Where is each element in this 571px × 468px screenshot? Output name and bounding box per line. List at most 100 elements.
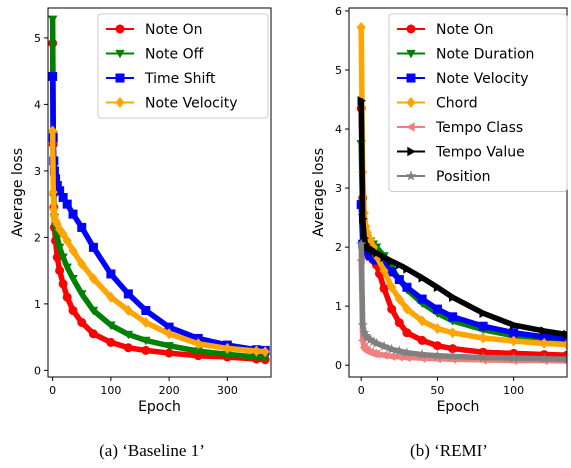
data-point-note-velocity: [68, 245, 78, 257]
x-tick-label: 0: [358, 384, 365, 397]
y-axis-label: Average loss: [311, 148, 327, 237]
y-tick-label: 1: [34, 298, 41, 311]
y-tick-label: 0: [335, 359, 342, 372]
legend-box: [388, 13, 568, 192]
data-point-time-shift: [62, 199, 72, 209]
data-point-chord: [417, 315, 427, 327]
data-point-time-shift: [123, 289, 133, 299]
data-point-note-velocity: [448, 312, 458, 322]
data-point-note-velocity: [62, 235, 72, 247]
subfigure-caption: (a) ‘Baseline 1’: [99, 441, 205, 460]
data-point-note-on: [123, 343, 133, 353]
legend: Note On Note Duration Note Velocity Chord Te…: [388, 13, 568, 192]
data-point-tempo-class: [394, 352, 403, 362]
data-point-note-velocity: [394, 275, 404, 285]
data-point-position: [378, 340, 390, 351]
legend-item-tempo-class: Tempo Class: [397, 120, 523, 136]
data-point-note-velocity: [417, 294, 427, 304]
data-point-position: [538, 353, 550, 364]
data-point-position: [371, 337, 382, 348]
data-point-tempo-value: [418, 273, 427, 283]
data-point-time-shift: [106, 269, 116, 279]
x-tick-label: 100: [503, 384, 524, 397]
data-point-tempo-value: [395, 260, 405, 270]
legend-item-note-velocity: Note Velocity: [397, 71, 529, 87]
data-point-tempo-class: [379, 350, 388, 360]
data-point-position: [561, 353, 567, 364]
data-point-chord: [448, 327, 458, 339]
series-note-velocity: [356, 200, 567, 344]
y-tick-label: 1: [335, 300, 342, 313]
data-point-note-on: [77, 317, 87, 327]
x-tick-label: 300: [217, 384, 238, 397]
data-point-tempo-class: [371, 349, 381, 359]
legend-item-note-duration: Note Duration: [397, 47, 534, 63]
legend-marker-note-off: [115, 49, 125, 59]
data-point-tempo-value: [563, 329, 567, 340]
data-point-note-on: [417, 335, 427, 345]
data-point-tempo-value: [372, 248, 382, 258]
data-point-note-on: [106, 337, 116, 347]
data-point-note-on: [62, 292, 72, 302]
data-point-chord: [539, 337, 549, 349]
data-point-position: [401, 347, 413, 358]
legend-label-note-on: Note On: [145, 22, 202, 38]
legend-marker-note-on: [115, 24, 125, 34]
data-point-tempo-value: [449, 292, 458, 303]
data-point-time-shift: [68, 209, 78, 219]
y-tick-label: 5: [34, 32, 41, 45]
data-point-note-off: [106, 321, 116, 330]
data-point-note-off: [48, 15, 58, 25]
legend-label-chord: Chord: [436, 96, 478, 112]
data-point-chord: [394, 293, 404, 305]
legend-marker-tempo-value: [407, 146, 416, 157]
data-point-position: [394, 345, 405, 356]
legend-label-note-off: Note Off: [145, 47, 204, 63]
data-point-note-velocity: [48, 125, 58, 137]
data-point-note-velocity: [251, 345, 262, 357]
data-point-tempo-class: [386, 351, 396, 362]
legend-label-tempo-value: Tempo Value: [435, 145, 525, 161]
data-point-position: [477, 352, 489, 362]
data-point-note-velocity: [48, 186, 58, 198]
y-tick-label: 0: [34, 364, 41, 377]
data-point-note-velocity: [106, 291, 116, 303]
data-point-time-shift: [88, 242, 98, 252]
y-tick-label: 4: [335, 123, 342, 136]
series-position: [355, 238, 567, 364]
data-point-chord: [509, 335, 519, 347]
legend-item-note-on: Note On: [397, 22, 493, 38]
chart-panel-baseline-1: 0 100 200 300 0 1 2 3 4 5 Epoch Average loss Note On…: [10, 7, 272, 460]
legend-item-note-velocity: Note Velocity: [106, 96, 238, 112]
data-point-note-velocity: [77, 258, 87, 270]
data-point-chord: [379, 265, 389, 277]
data-point-position: [355, 238, 367, 249]
data-point-note-on: [55, 266, 65, 276]
data-point-tempo-value: [357, 95, 367, 106]
data-point-note-on: [141, 345, 151, 355]
series-note-velocity: [48, 125, 270, 358]
legend-label-note-velocity: Note Velocity: [436, 71, 529, 87]
x-tick-label: 50: [430, 384, 444, 397]
data-point-note-off: [141, 336, 151, 346]
data-point-note-on: [379, 283, 389, 293]
legend-label-note-on: Note On: [436, 22, 493, 38]
data-point-note-on: [58, 279, 68, 289]
data-point-note-velocity: [402, 282, 412, 292]
data-point-time-shift: [77, 222, 87, 232]
data-point-chord: [432, 323, 443, 335]
data-point-tempo-value: [433, 282, 443, 292]
data-point-time-shift: [48, 71, 58, 81]
legend-item-tempo-value: Tempo Value: [397, 145, 525, 161]
data-point-note-velocity: [88, 273, 99, 285]
data-point-note-off: [62, 263, 72, 273]
data-point-position: [447, 350, 458, 361]
legend-marker-note-duration: [406, 49, 416, 59]
legend-label-tempo-class: Tempo Class: [435, 120, 523, 136]
y-tick-label: 2: [335, 241, 342, 254]
data-point-tempo-value: [359, 214, 368, 224]
data-point-position: [386, 343, 397, 354]
data-point-chord: [402, 303, 412, 315]
legend-item-time-shift: Time Shift: [106, 71, 216, 87]
